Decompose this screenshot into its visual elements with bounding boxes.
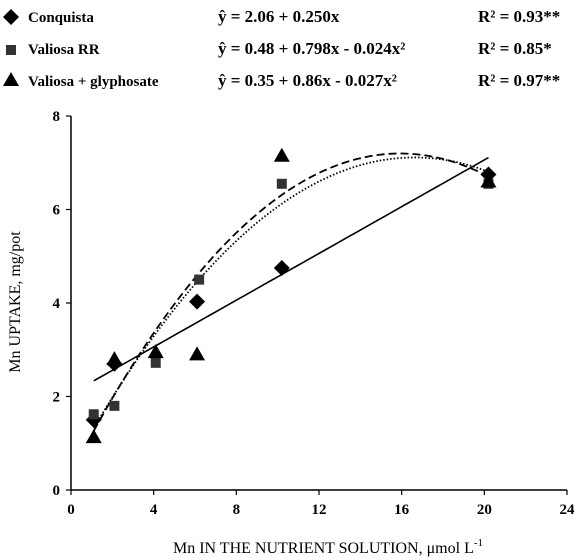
legend-entry: Valiosa RR ŷ = 0.48 + 0.798x - 0.024x² R² …: [6, 39, 552, 58]
data-point-diamond: [273, 259, 290, 276]
data-point-square: [150, 357, 161, 368]
y-axis-title: Mn UPTAKE, mg/pot: [7, 231, 24, 373]
fit-lines: [92, 152, 489, 432]
x-axis-title: Mn IN THE NUTRIENT SOLUTION, μmol L-1: [173, 537, 483, 557]
x-tick-label: 8: [233, 502, 241, 518]
y-tick-label: 0: [53, 483, 61, 499]
fit-line-triangle: [92, 152, 489, 432]
x-tick-label: 0: [67, 502, 75, 518]
legend-equation: ŷ = 2.06 + 0.250x: [218, 7, 340, 26]
legend: Conquista ŷ = 2.06 + 0.250x R² = 0.93** Val…: [3, 7, 560, 90]
fit-line-diamond: [93, 156, 489, 382]
legend-equation: ŷ = 0.48 + 0.798x - 0.024x²: [218, 39, 405, 58]
data-point-triangle: [189, 346, 206, 361]
data-point-square: [88, 409, 99, 420]
fit-line-square: [92, 156, 489, 429]
legend-series-name: Valiosa + glyphosate: [28, 74, 159, 90]
data-point-square: [276, 178, 287, 189]
legend-square-marker: [6, 45, 16, 55]
x-tick-label: 4: [150, 502, 158, 518]
data-point-triangle: [106, 351, 123, 366]
data-point-diamond: [189, 293, 206, 310]
x-tick-label: 24: [560, 502, 576, 518]
y-tick-label: 4: [53, 296, 61, 312]
legend-triangle-marker: [3, 72, 19, 86]
data-point-triangle: [273, 147, 290, 162]
x-axis-title-text: Mn IN THE NUTRIENT SOLUTION, μmol L: [173, 540, 474, 557]
data-point-triangle: [480, 173, 497, 188]
legend-diamond-marker: [3, 9, 19, 25]
legend-series-name: Conquista: [28, 10, 94, 26]
x-tick-label: 16: [394, 502, 410, 518]
data-point-triangle: [85, 429, 102, 444]
x-tick-label: 20: [477, 502, 492, 518]
y-tick-label: 2: [53, 390, 61, 406]
legend-r-squared: R² = 0.93**: [478, 7, 560, 26]
y-tick-label: 6: [53, 203, 61, 219]
y-tick-label: 8: [53, 109, 61, 125]
legend-equation: ŷ = 0.35 + 0.86x - 0.027x²: [218, 71, 397, 90]
data-point-square: [109, 400, 120, 411]
x-axis-title-superscript: -1: [474, 537, 483, 549]
x-tick-label: 12: [312, 502, 327, 518]
legend-entry: Valiosa + glyphosate ŷ = 0.35 + 0.86x - 0…: [3, 71, 560, 90]
data-point-square: [194, 274, 205, 285]
data-points: [85, 147, 497, 444]
legend-entry: Conquista ŷ = 2.06 + 0.250x R² = 0.93**: [3, 7, 560, 26]
legend-series-name: Valiosa RR: [28, 42, 100, 58]
legend-r-squared: R² = 0.85*: [478, 39, 552, 58]
legend-r-squared: R² = 0.97**: [478, 71, 560, 90]
data-point-triangle: [147, 344, 164, 359]
